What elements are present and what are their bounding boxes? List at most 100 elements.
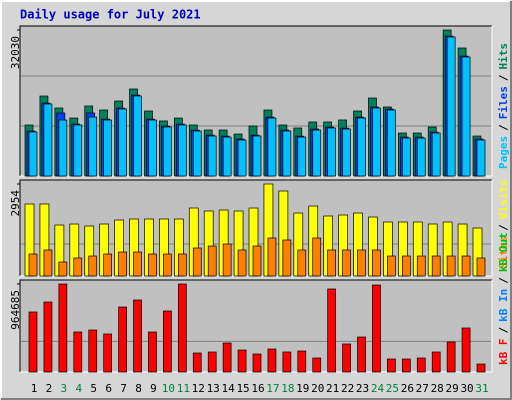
- legend-separator: /: [497, 277, 510, 284]
- bar: [312, 237, 322, 277]
- bar: [252, 135, 262, 177]
- bar: [327, 249, 337, 277]
- bar: [387, 109, 396, 177]
- legend-separator: /: [497, 224, 510, 231]
- bar: [476, 139, 486, 177]
- bar: [327, 127, 337, 177]
- bar: [73, 124, 83, 177]
- bar: [133, 95, 142, 177]
- bar: [163, 310, 172, 373]
- bar: [372, 284, 381, 373]
- bar: [297, 136, 307, 177]
- bar: [163, 253, 172, 277]
- bar: [446, 255, 456, 277]
- bar: [28, 311, 38, 373]
- bar: [282, 130, 292, 177]
- x-tick-label: 11: [177, 382, 190, 395]
- bar: [207, 245, 217, 277]
- bar: [252, 245, 262, 277]
- bar: [148, 119, 157, 177]
- bar: [237, 249, 247, 277]
- x-tick-label: 16: [251, 382, 264, 395]
- x-tick-label: 24: [371, 382, 385, 395]
- bar: [342, 249, 351, 277]
- legend-entry: Pages: [497, 136, 510, 169]
- bar: [431, 132, 441, 177]
- x-tick-label: 28: [431, 382, 444, 395]
- bar: [222, 136, 232, 177]
- x-tick-label: 21: [326, 382, 339, 395]
- legend-separator: /: [497, 74, 510, 81]
- legend: kB F / kB In / kB Out: [497, 232, 510, 365]
- bar: [237, 349, 247, 373]
- bar: [297, 249, 307, 277]
- bar: [416, 137, 426, 177]
- legend-entry: Sites: [497, 236, 510, 269]
- bar: [431, 255, 441, 277]
- legend-entry: Hits: [497, 43, 510, 70]
- x-tick-label: 5: [90, 382, 97, 395]
- y-tick-label: 964685: [9, 290, 22, 330]
- legend-entry: kB F: [497, 339, 510, 366]
- x-tick-label: 3: [61, 382, 68, 395]
- x-tick-label: 17: [266, 382, 279, 395]
- bar: [267, 348, 277, 373]
- x-tick-label: 18: [281, 382, 294, 395]
- bar: [28, 131, 38, 177]
- x-tick-label: 6: [105, 382, 112, 395]
- bar: [446, 36, 456, 177]
- x-tick-label: 1: [31, 382, 38, 395]
- bar: [401, 255, 411, 277]
- panel-edge-dark: [19, 179, 492, 276]
- bar: [431, 351, 441, 373]
- x-tick-label: 7: [120, 382, 127, 395]
- bar: [401, 358, 411, 373]
- x-tick-label: 23: [356, 382, 369, 395]
- bar: [357, 117, 366, 177]
- bar: [282, 351, 292, 373]
- x-tick-label: 8: [135, 382, 142, 395]
- bar: [163, 126, 172, 177]
- bar: [28, 253, 38, 277]
- bar: [192, 130, 202, 177]
- x-tick-label: 10: [162, 382, 175, 395]
- bar: [312, 357, 322, 373]
- bar: [461, 327, 471, 373]
- bar: [148, 253, 157, 277]
- bar: [416, 255, 426, 277]
- bar: [88, 255, 98, 277]
- legend-entry: Visits: [497, 180, 510, 220]
- bar: [297, 350, 307, 373]
- bar: [372, 107, 381, 177]
- x-tick-label: 2: [46, 382, 53, 395]
- bar: [133, 299, 142, 373]
- x-tick-label: 12: [192, 382, 205, 395]
- x-tick-label: 4: [75, 382, 82, 395]
- x-tick-label: 19: [296, 382, 309, 395]
- bar: [177, 124, 187, 177]
- bar: [43, 103, 53, 177]
- x-tick-label: 29: [446, 382, 459, 395]
- panel-edge-light: [20, 280, 493, 373]
- bar: [88, 116, 98, 177]
- bar: [43, 249, 53, 277]
- x-tick-label: 26: [401, 382, 414, 395]
- bar: [357, 336, 366, 373]
- bar: [267, 237, 277, 277]
- bar: [133, 251, 142, 277]
- legend-separator: /: [497, 124, 510, 131]
- bar: [461, 255, 471, 277]
- x-tick-label: 14: [222, 382, 236, 395]
- bar: [58, 261, 68, 277]
- bar: [58, 119, 68, 177]
- y-tick-label: 2954: [9, 190, 22, 217]
- bar: [43, 301, 53, 373]
- bar: [118, 306, 127, 373]
- x-tick-label: 20: [311, 382, 324, 395]
- legend-entry: kB Out: [497, 232, 510, 272]
- bar: [372, 249, 381, 277]
- bar: [148, 331, 157, 373]
- bar: [192, 247, 202, 277]
